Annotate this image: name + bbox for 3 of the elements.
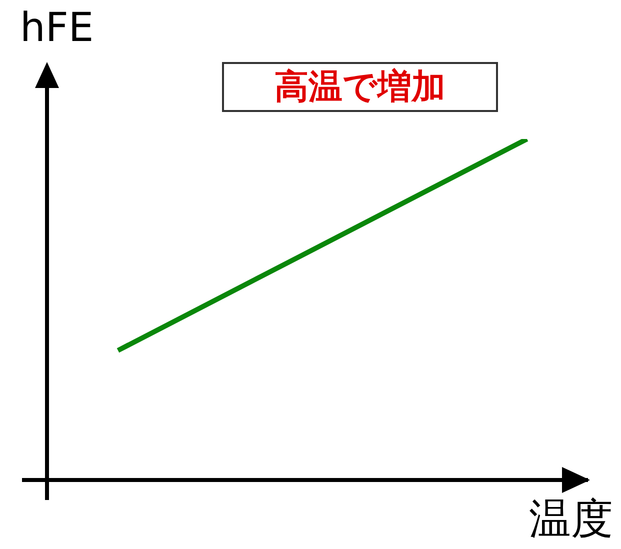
y-axis-title: hFE bbox=[20, 4, 94, 52]
x-axis-title: 温度 bbox=[529, 494, 613, 544]
text: 高温で増加 bbox=[222, 62, 498, 112]
